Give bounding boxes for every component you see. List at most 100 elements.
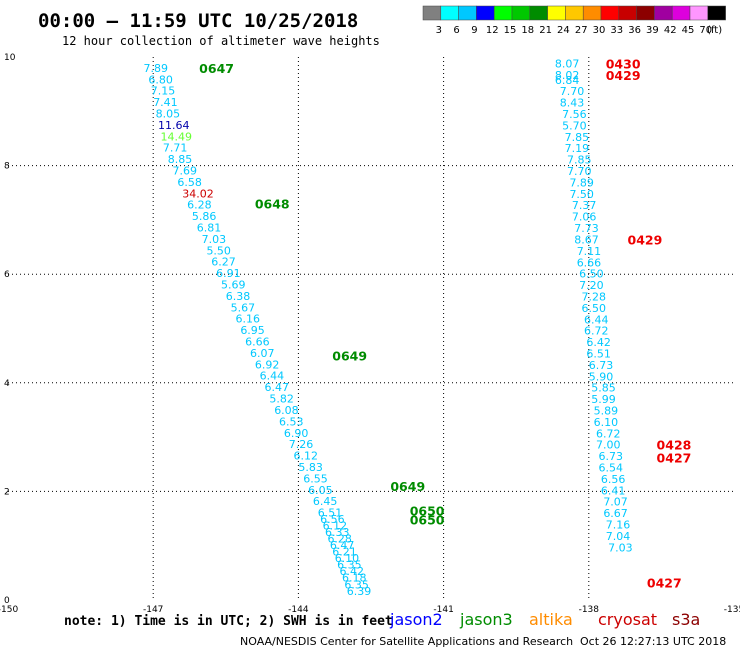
wave-height-value: 6.10 [335,552,360,565]
wave-height-value: 5.83 [298,461,323,474]
wave-height-value: 5.70 [562,119,587,132]
wave-height-value: 7.26 [289,438,314,451]
pass-time-label: 0647 [199,61,234,76]
wave-height-value: 6.51 [586,347,611,360]
x-tick-label: -141 [433,605,453,615]
chart-subtitle: 12 hour collection of altimeter wave hei… [62,34,380,48]
wave-height-value: 6.12 [294,450,319,463]
wave-height-value: 8.02 [555,69,580,82]
wave-height-value: 7.70 [567,165,592,178]
wave-height-value: 6.16 [235,313,259,326]
wave-height-value: 8.43 [560,97,585,110]
wave-height-value: 7.03 [202,233,227,246]
x-tick-label: -144 [288,605,309,615]
satellite-jason2: jason2 [389,610,443,629]
wave-height-value: 6.41 [601,484,626,497]
wave-height-value: 6.58 [177,176,202,189]
wave-height-value: 5.90 [589,370,614,383]
wave-height-value: 5.67 [231,301,256,314]
wave-height-value: 6.72 [584,325,609,338]
wave-height-value: 6.44 [584,313,609,326]
wave-height-value: 7.71 [163,142,188,155]
satellite-jason3: jason3 [459,610,513,629]
wave-height-value: 5.69 [221,279,246,292]
pass-time-label: 0650 [410,503,445,518]
colorbar-swatch [422,5,442,21]
wave-height-value: 8.05 [156,107,181,120]
colorbar-label: 9 [471,25,477,36]
wave-height-value: 7.37 [572,199,597,212]
wave-height-points: 7.896.807.157.418.0511.6414.497.718.857.… [144,58,633,598]
y-tick-label: 0 [4,596,10,606]
wave-height-value: 7.73 [574,222,599,235]
pass-time-label: 0427 [657,451,692,466]
wave-height-value: 5.89 [594,404,619,417]
colorbar-swatch [636,5,655,21]
colorbar-swatch [547,5,566,21]
wave-height-value: 6.73 [598,450,623,463]
colorbar-label: 36 [628,25,641,36]
colorbar-label: 15 [504,25,517,36]
colorbar-label: 21 [539,25,552,36]
wave-height-value: 6.27 [211,256,236,269]
colorbar-swatch [493,5,513,21]
wave-height-value: 6.95 [240,324,265,337]
colorbar-swatch [707,5,726,21]
wave-height-value: 8.07 [555,58,580,71]
wave-height-value: 7.89 [569,176,594,189]
wave-height-value: 7.89 [144,62,169,75]
wave-height-value: 6.92 [255,358,280,371]
wave-height-value: 7.19 [565,142,590,155]
wave-height-value: 6.05 [308,484,333,497]
wave-height-value: 6.73 [589,359,614,372]
wave-height-value: 7.03 [608,541,633,554]
wave-height-value: 7.07 [603,496,628,509]
wave-height-value: 6.53 [279,415,304,428]
wave-height-value: 6.33 [325,526,350,539]
colorbar-swatch [671,5,691,21]
colorbar-swatch [529,5,548,21]
wave-height-value: 6.66 [577,256,602,269]
footer-note: note: 1) Time is in UTC; 2) SWH is in fe… [64,614,393,629]
colorbar-label: 27 [575,25,588,36]
wave-height-value: 6.91 [216,267,241,280]
wave-height-value: 7.11 [577,245,602,258]
colorbar-label: 24 [557,25,570,36]
wave-height-value: 6.47 [265,381,290,394]
wave-height-value: 6.72 [596,427,621,440]
wave-height-value: 6.50 [579,268,604,281]
y-tick-label: 10 [4,53,16,63]
axis-ticks: -150 -147 -144 -141 -138 -135 0 2 4 6 8 10 [0,53,740,615]
pass-time-label: 0430 [606,57,641,72]
colorbar-label: 39 [646,25,659,36]
wave-height-value: 6.84 [555,74,580,87]
wave-height-value: 8.67 [574,233,599,246]
wave-height-value: 6.90 [284,427,309,440]
wave-height-value: 6.18 [342,572,367,585]
time-labels: 0647064806490649065006500430042904290428… [199,57,691,591]
wave-height-value: 6.50 [582,302,607,315]
wave-height-value: 5.85 [591,382,616,395]
wave-height-value: 6.56 [601,473,626,486]
pass-time-label: 0429 [628,232,663,247]
wave-height-value: 7.16 [606,519,631,532]
wave-height-value: 7.70 [560,85,585,98]
satellite-altika: altika [529,610,573,629]
wave-height-value: 6.47 [330,539,355,552]
colorbar-legend: 3 6 9 12 15 18 21 24 27 30 33 36 39 42 45 70(ft) [422,5,726,36]
colorbar-label: 12 [486,25,499,36]
wave-height-value: 6.08 [274,404,299,417]
x-tick-label: -150 [0,605,18,615]
colorbar-swatch [440,5,459,21]
colorbar-swatch [600,5,620,21]
wave-height-value: 6.35 [344,578,369,591]
colorbar-swatch [689,5,709,21]
satellite-cryosat: cryosat [598,610,657,629]
wave-height-value: 6.67 [603,507,628,520]
wave-height-value: 6.45 [313,495,338,508]
wave-height-value: 6.35 [337,559,362,572]
colorbar-swatch [582,5,602,21]
wave-height-value: 5.99 [591,393,616,406]
colorbar-label: 18 [521,25,534,36]
